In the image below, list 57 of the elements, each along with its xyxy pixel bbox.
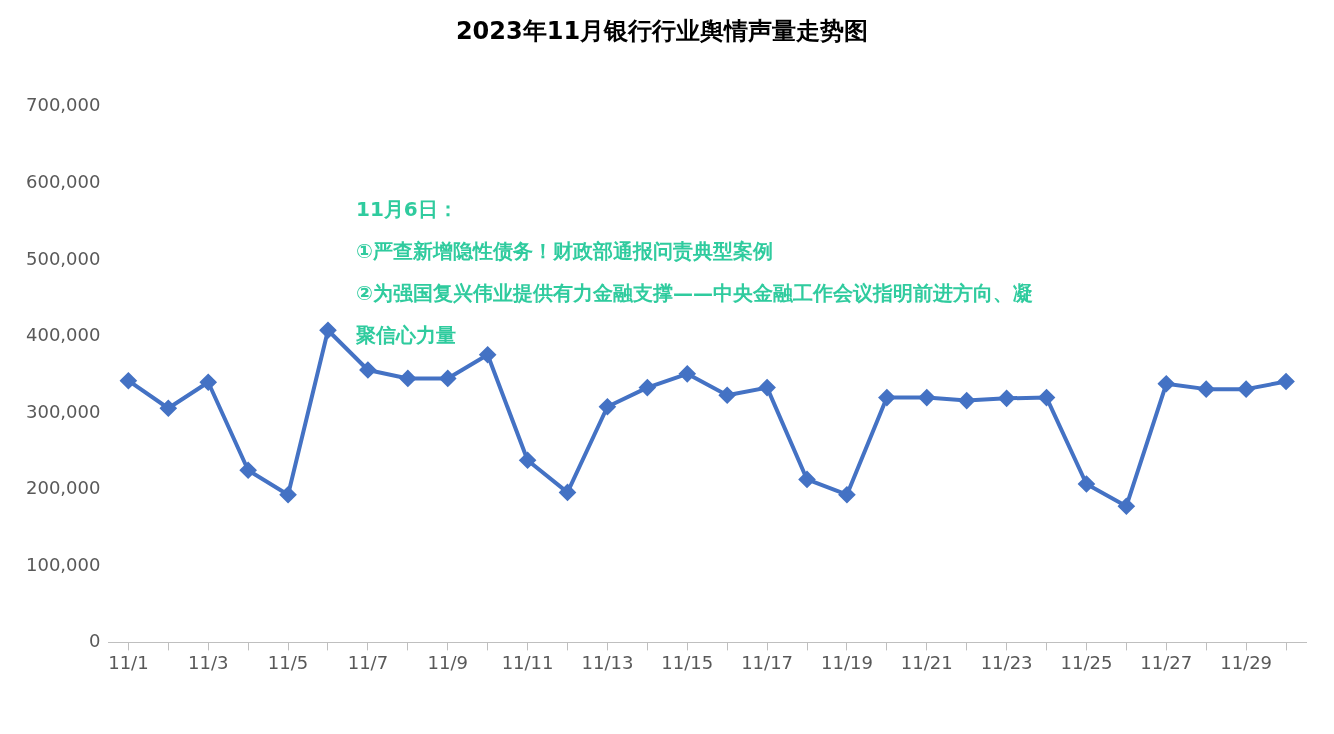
x-tick-label: 11/11 <box>501 651 554 673</box>
chart-title: 2023年11月银行行业舆情声量走势图 <box>455 16 869 45</box>
point <box>878 389 895 406</box>
point <box>998 390 1015 407</box>
point <box>120 372 137 389</box>
y-tick-label: 0 <box>88 630 101 652</box>
y-tick-label: 400,000 <box>26 324 101 346</box>
y-tick-label: 700,000 <box>26 94 101 116</box>
point <box>319 322 336 339</box>
y-tick-label: 300,000 <box>26 400 101 422</box>
point <box>439 370 456 387</box>
point <box>599 398 616 415</box>
point <box>1198 381 1215 398</box>
x-tick-label: 11/15 <box>661 651 714 673</box>
point <box>918 389 935 406</box>
point <box>240 462 257 479</box>
point <box>160 400 177 417</box>
x-tick-label: 11/21 <box>900 651 953 673</box>
point <box>639 379 656 396</box>
x-tick-label: 11/25 <box>1060 651 1113 673</box>
point <box>359 362 376 379</box>
x-tick-label: 11/17 <box>741 651 794 673</box>
annotation: ①严查新增隐性债务！财政部通报问责典型案例 <box>356 238 774 265</box>
annotation: ②为强国复兴伟业提供有力金融支撑——中央金融工作会议指明前进方向、凝聚信心力量 <box>356 280 1034 349</box>
x-tick-label: 11/5 <box>267 651 309 673</box>
y-tick-label: 100,000 <box>26 553 101 575</box>
point <box>958 392 975 409</box>
x-tick-label: 11/3 <box>188 651 229 673</box>
y-tick-label: 600,000 <box>26 170 101 192</box>
x-tick-label: 11/19 <box>821 651 873 673</box>
point <box>1158 375 1175 392</box>
annotation: 11月6日： <box>356 196 459 223</box>
point <box>1118 498 1135 515</box>
point <box>759 379 776 396</box>
point <box>679 365 696 382</box>
point <box>519 452 536 469</box>
point <box>719 387 736 404</box>
x-tick-label: 11/9 <box>427 651 468 673</box>
point <box>479 346 496 363</box>
point <box>1278 373 1295 390</box>
point <box>399 370 416 387</box>
x-tick-label: 11/13 <box>581 651 634 673</box>
point <box>280 486 297 503</box>
y-tick-label: 500,000 <box>26 247 101 269</box>
x-tick-label: 11/27 <box>1140 651 1193 673</box>
point <box>838 486 855 503</box>
point <box>200 374 217 391</box>
x-tick-label: 11/23 <box>980 651 1033 673</box>
y-tick-label: 200,000 <box>26 477 101 499</box>
point <box>799 471 816 488</box>
x-tick-label: 11/29 <box>1220 651 1273 673</box>
x-tick-label: 11/1 <box>108 651 149 673</box>
point <box>1038 389 1055 406</box>
point <box>1078 476 1095 493</box>
x-tick-label: 11/7 <box>347 651 389 673</box>
point <box>559 484 576 501</box>
point <box>1238 381 1255 398</box>
